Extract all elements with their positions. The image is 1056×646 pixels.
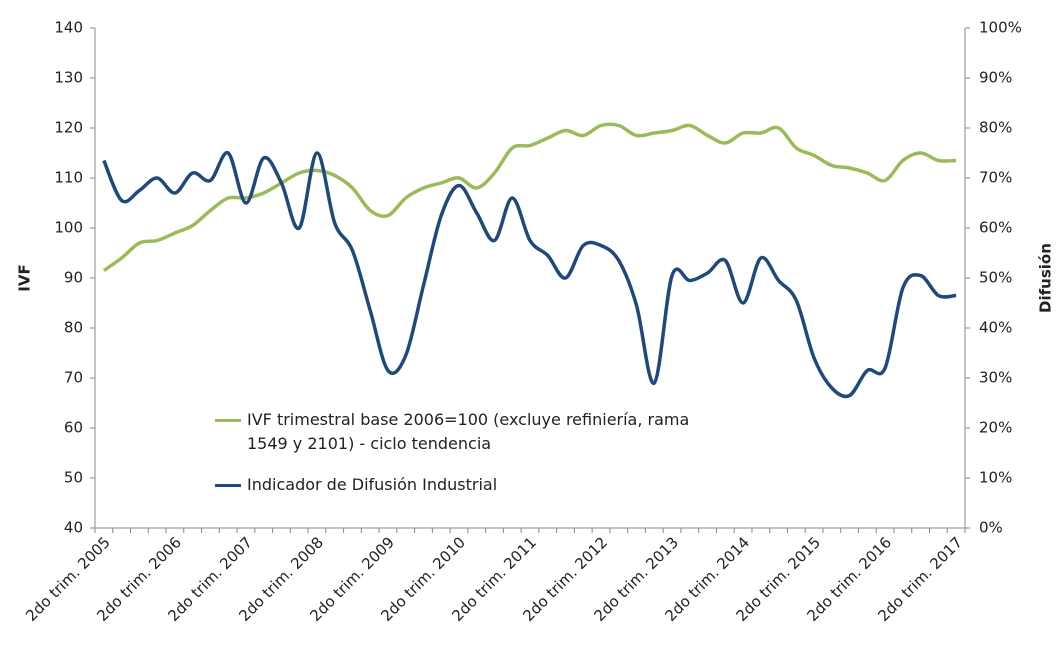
y-tick-label: 90 xyxy=(64,269,83,287)
legend-label: IVF trimestral base 2006=100 (excluye re… xyxy=(247,410,690,453)
y2-tick-label: 0% xyxy=(979,519,1003,537)
y2-tick-label: 70% xyxy=(979,169,1012,187)
y2-tick-label: 10% xyxy=(979,469,1012,487)
y-tick-label: 70 xyxy=(64,369,83,387)
y-tick-label: 40 xyxy=(64,519,83,537)
y2-tick-label: 100% xyxy=(979,19,1022,37)
y-tick-label: 140 xyxy=(54,19,83,37)
y-axis-label: IVF xyxy=(16,264,34,291)
y2-axis-label: Difusión xyxy=(1037,243,1055,313)
y2-tick-label: 40% xyxy=(979,319,1012,337)
y2-tick-label: 80% xyxy=(979,119,1012,137)
legend-entry: IVF trimestral base 2006=100 (excluye re… xyxy=(215,408,727,456)
legend-label: Indicador de Difusión Industrial xyxy=(247,475,498,494)
y-tick-label: 100 xyxy=(54,219,83,237)
legend-entry: Indicador de Difusión Industrial xyxy=(215,473,727,497)
y2-tick-label: 20% xyxy=(979,419,1012,437)
y-tick-label: 110 xyxy=(54,169,83,187)
y-tick-label: 120 xyxy=(54,119,83,137)
y-tick-label: 60 xyxy=(64,419,83,437)
y2-tick-label: 60% xyxy=(979,219,1012,237)
legend-swatch xyxy=(215,484,241,487)
y2-tick-label: 30% xyxy=(979,369,1012,387)
series-line xyxy=(102,122,957,272)
y2-tick-label: 50% xyxy=(979,269,1012,287)
legend-swatch xyxy=(215,419,241,422)
series-line xyxy=(102,151,957,399)
y-tick-label: 130 xyxy=(54,69,83,87)
y2-tick-label: 90% xyxy=(979,69,1012,87)
y-tick-label: 50 xyxy=(64,469,83,487)
y-tick-label: 80 xyxy=(64,319,83,337)
